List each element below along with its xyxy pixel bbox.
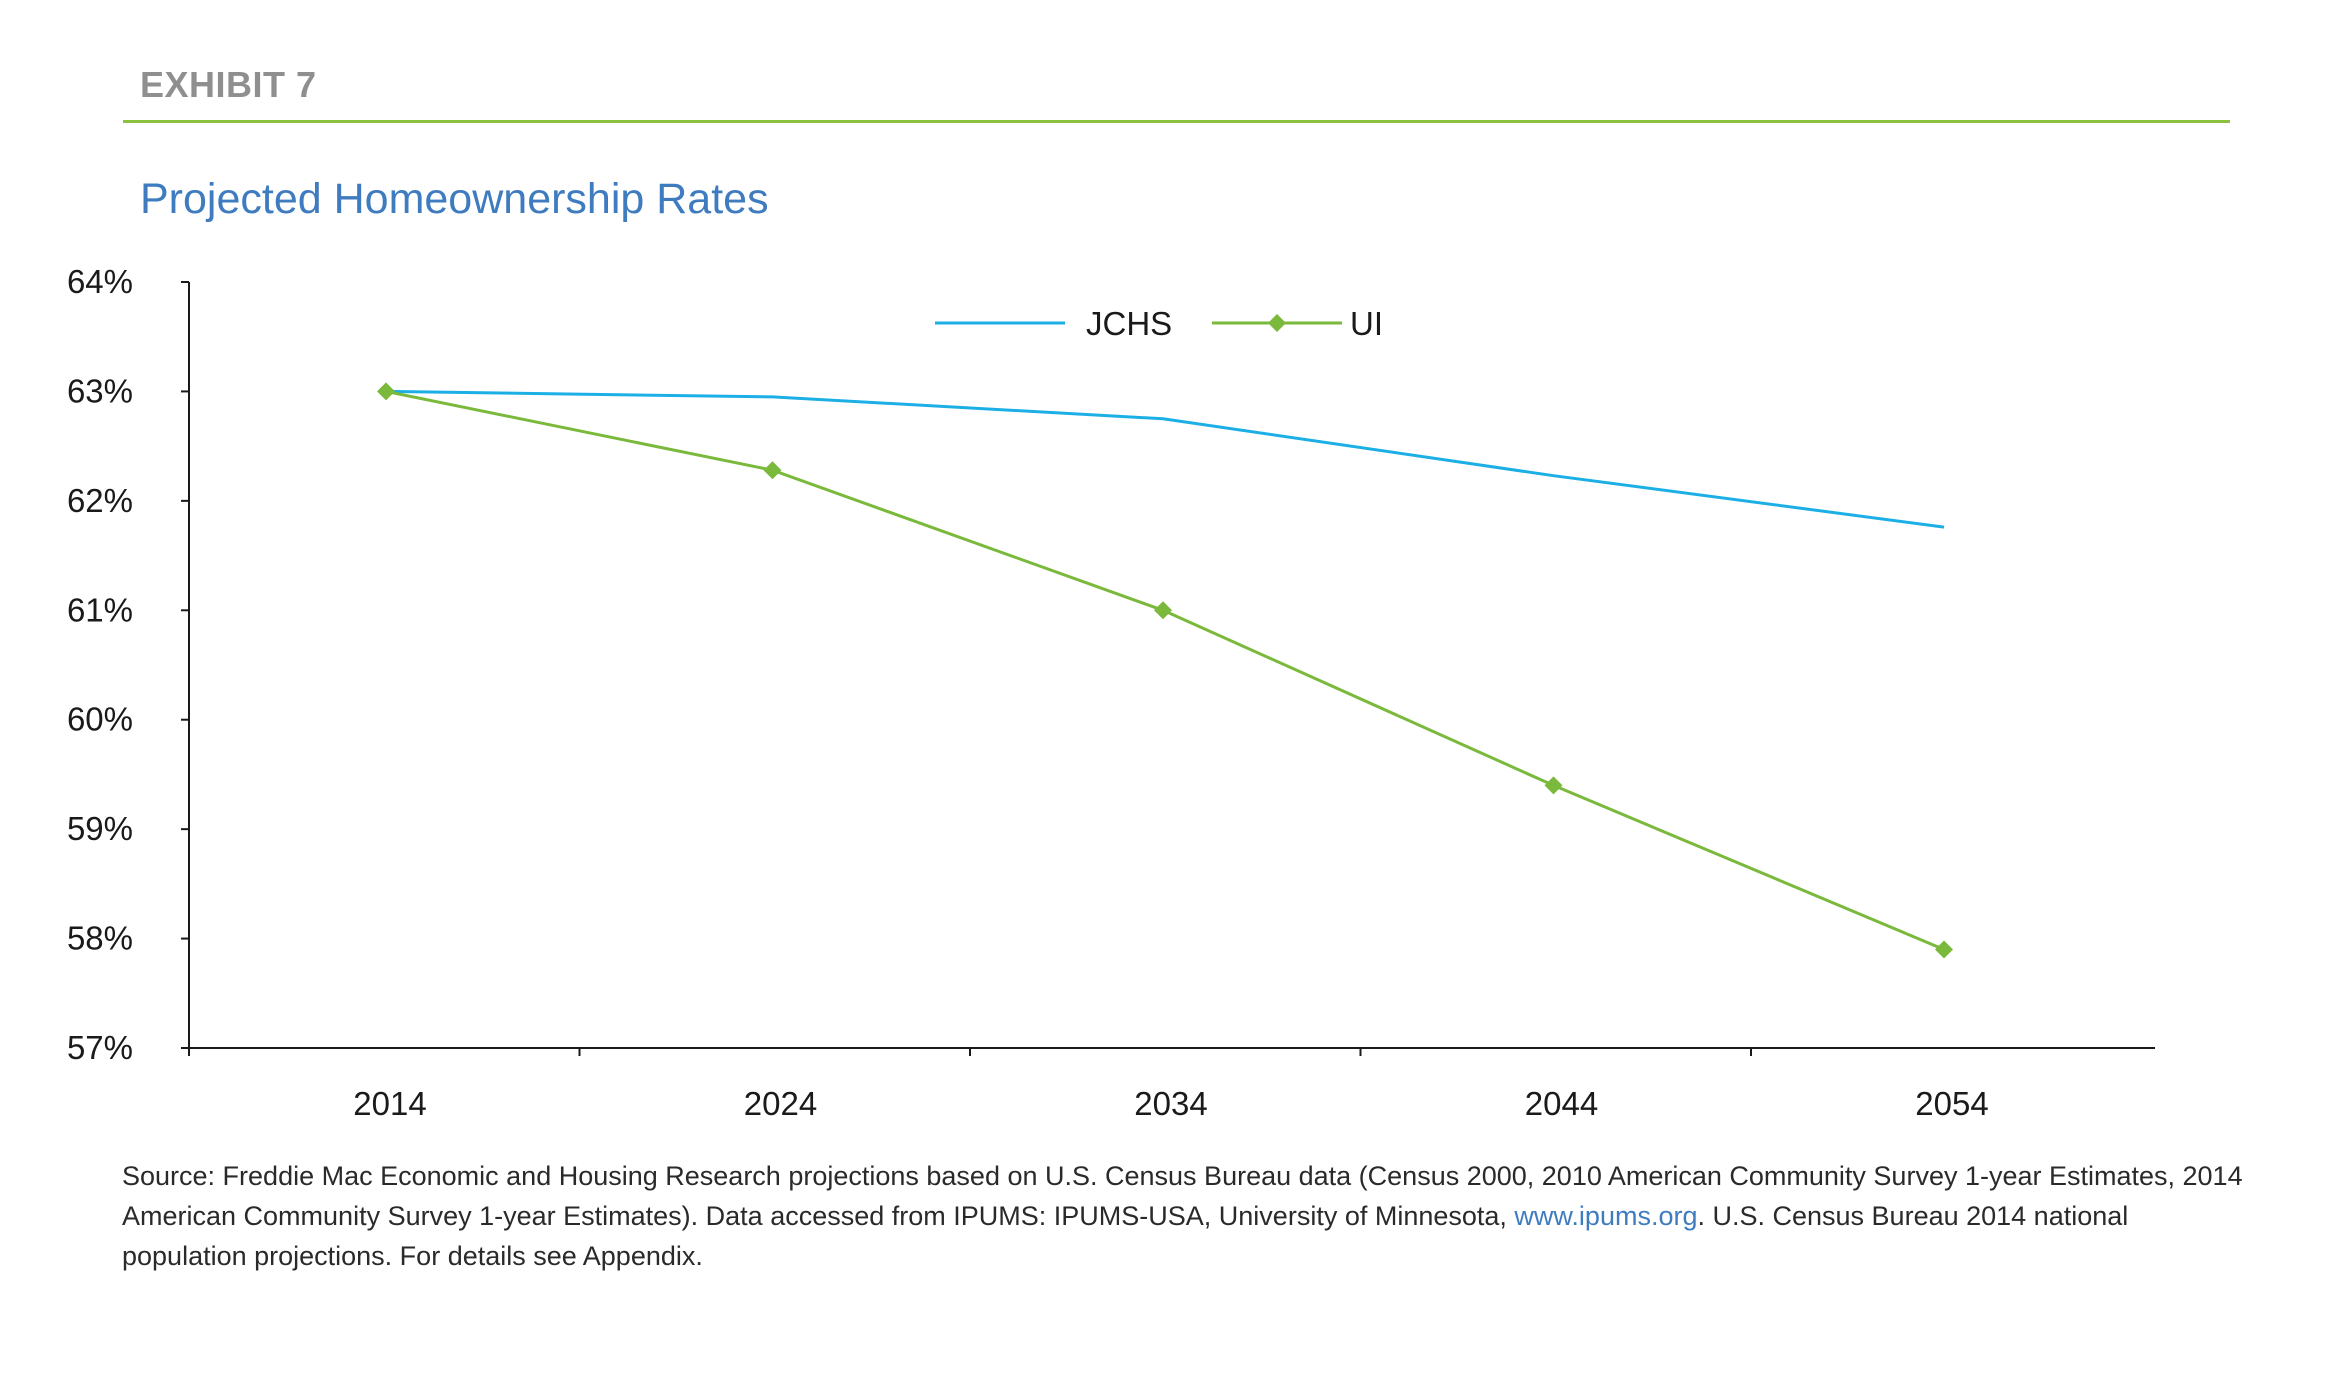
data-point-ui [377, 382, 395, 401]
y-tick-label: 58% [67, 920, 133, 957]
data-point-ui [1544, 776, 1563, 795]
chart-title: Projected Homeownership Rates [140, 175, 769, 223]
footnote-text-end: . U.S. Census Bureau 2014 national popul… [122, 1201, 2129, 1271]
data-point-ui [1935, 940, 1953, 959]
x-tick-label: 2034 [1134, 1085, 1207, 1122]
x-tick-label: 2044 [1525, 1085, 1598, 1122]
y-tick-label: 57% [67, 1029, 133, 1066]
header-divider [123, 120, 2230, 123]
series-line-jchs [385, 389, 1945, 529]
legend-label-jchs: JCHS [1086, 305, 1172, 342]
legend-marker-ui [1268, 314, 1286, 332]
y-tick-label: 64% [67, 263, 133, 300]
x-tick-label: 2054 [1915, 1085, 1988, 1122]
y-tick-label: 61% [67, 591, 133, 628]
ipums-link[interactable]: www.ipums.org [1514, 1201, 1698, 1231]
chart-axes: 57% 58% 59% 60% 61% 62% 63% 64% 2014 2024 2034 2044… [67, 263, 2155, 1122]
exhibit-label: EXHIBIT 7 [140, 64, 317, 105]
data-point-ui [763, 461, 782, 480]
chart-series [377, 382, 1953, 959]
legend-label-ui: UI [1350, 305, 1383, 342]
data-point-ui [1154, 601, 1172, 620]
y-tick-label: 62% [67, 482, 133, 519]
y-tick-label: 59% [67, 810, 133, 847]
x-tick-label: 2024 [744, 1085, 817, 1122]
y-tick-label: 60% [67, 701, 133, 738]
line-chart: 57% 58% 59% 60% 61% 62% 63% 64% 2014 2024 2034 2044… [67, 263, 2155, 1122]
y-tick-label: 63% [67, 372, 133, 409]
series-line-ui [385, 389, 1945, 951]
footnote-text: Source: Freddie Mac Economic and Housing… [122, 1161, 2243, 1231]
chart-legend: JCHS UI [935, 305, 1383, 342]
x-tick-label: 2014 [353, 1085, 426, 1122]
source-footnote: Source: Freddie Mac Economic and Housing… [122, 1156, 2252, 1276]
